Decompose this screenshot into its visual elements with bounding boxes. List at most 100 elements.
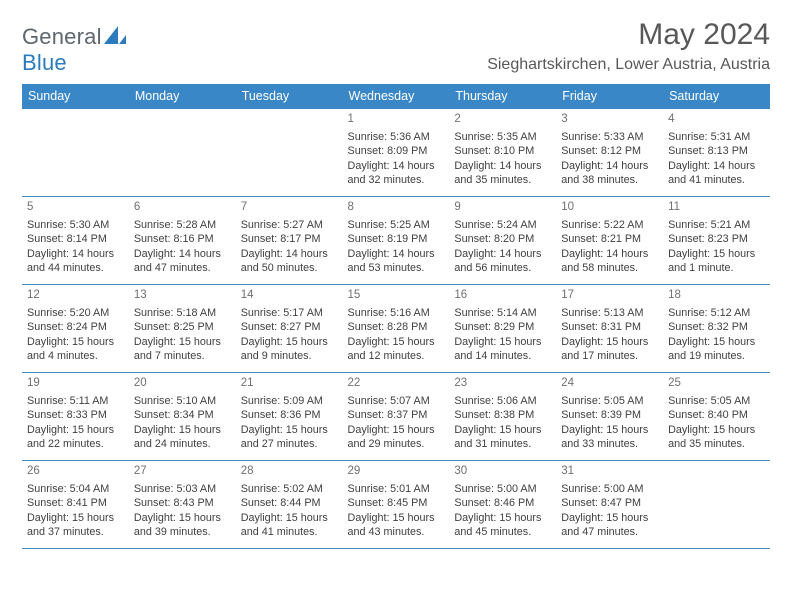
day-number: 24 [561, 376, 658, 392]
calendar-day-cell: 5Sunrise: 5:30 AMSunset: 8:14 PMDaylight… [22, 197, 129, 285]
calendar-day-cell: 2Sunrise: 5:35 AMSunset: 8:10 PMDaylight… [449, 109, 556, 197]
header: General Blue May 2024 Sieghartskirchen, … [22, 18, 770, 76]
daylight-text: Daylight: 14 hours and 47 minutes. [134, 247, 231, 276]
day-number: 17 [561, 288, 658, 304]
sunrise-text: Sunrise: 5:06 AM [454, 394, 551, 409]
daylight-text: Daylight: 15 hours and 14 minutes. [454, 335, 551, 364]
sunrise-text: Sunrise: 5:09 AM [241, 394, 338, 409]
calendar-day-cell: 9Sunrise: 5:24 AMSunset: 8:20 PMDaylight… [449, 197, 556, 285]
brand-text: General Blue [22, 24, 126, 76]
daylight-text: Daylight: 15 hours and 29 minutes. [348, 423, 445, 452]
day-number: 18 [668, 288, 765, 304]
day-number: 13 [134, 288, 231, 304]
brand-word2: Blue [22, 50, 67, 75]
calendar-week-row: 1Sunrise: 5:36 AMSunset: 8:09 PMDaylight… [22, 109, 770, 197]
sunrise-text: Sunrise: 5:28 AM [134, 218, 231, 233]
sunrise-text: Sunrise: 5:14 AM [454, 306, 551, 321]
day-number: 9 [454, 200, 551, 216]
calendar-header-row: SundayMondayTuesdayWednesdayThursdayFrid… [22, 84, 770, 109]
calendar-day-cell: 13Sunrise: 5:18 AMSunset: 8:25 PMDayligh… [129, 285, 236, 373]
daylight-text: Daylight: 14 hours and 44 minutes. [27, 247, 124, 276]
brand-word1: General [22, 24, 102, 49]
day-number: 5 [27, 200, 124, 216]
calendar-day-cell: 23Sunrise: 5:06 AMSunset: 8:38 PMDayligh… [449, 373, 556, 461]
sunrise-text: Sunrise: 5:05 AM [561, 394, 658, 409]
day-number: 11 [668, 200, 765, 216]
calendar-day-cell: 7Sunrise: 5:27 AMSunset: 8:17 PMDaylight… [236, 197, 343, 285]
sunset-text: Sunset: 8:20 PM [454, 232, 551, 247]
weekday-header: Tuesday [236, 84, 343, 109]
sunrise-text: Sunrise: 5:21 AM [668, 218, 765, 233]
calendar-day-cell: 11 Sunrise: 5:21 AMSunset: 8:23 PMDayligh… [663, 197, 770, 285]
calendar-day-cell: 15Sunrise: 5:16 AMSunset: 8:28 PMDayligh… [343, 285, 450, 373]
weekday-header: Sunday [22, 84, 129, 109]
sunrise-text: Sunrise: 5:17 AM [241, 306, 338, 321]
weekday-header: Friday [556, 84, 663, 109]
sunset-text: Sunset: 8:33 PM [27, 408, 124, 423]
sunrise-text: Sunrise: 5:00 AM [561, 482, 658, 497]
day-number: 3 [561, 112, 658, 128]
daylight-text: Daylight: 15 hours and 19 minutes. [668, 335, 765, 364]
sunrise-text: Sunrise: 5:07 AM [348, 394, 445, 409]
daylight-text: Daylight: 15 hours and 27 minutes. [241, 423, 338, 452]
sunset-text: Sunset: 8:13 PM [668, 144, 765, 159]
sunset-text: Sunset: 8:16 PM [134, 232, 231, 247]
daylight-text: Daylight: 15 hours and 35 minutes. [668, 423, 765, 452]
calendar-day-cell: 19Sunrise: 5:11 AMSunset: 8:33 PMDayligh… [22, 373, 129, 461]
sunset-text: Sunset: 8:09 PM [348, 144, 445, 159]
sunrise-text: Sunrise: 5:35 AM [454, 130, 551, 145]
day-number: 2 [454, 112, 551, 128]
daylight-text: Daylight: 14 hours and 38 minutes. [561, 159, 658, 188]
sunrise-text: Sunrise: 5:22 AM [561, 218, 658, 233]
calendar-day-cell: 1Sunrise: 5:36 AMSunset: 8:09 PMDaylight… [343, 109, 450, 197]
daylight-text: Daylight: 15 hours and 1 minute. [668, 247, 765, 276]
daylight-text: Daylight: 15 hours and 17 minutes. [561, 335, 658, 364]
sunset-text: Sunset: 8:40 PM [668, 408, 765, 423]
day-number: 14 [241, 288, 338, 304]
day-number: 22 [348, 376, 445, 392]
calendar-day-cell: 30Sunrise: 5:00 AMSunset: 8:46 PMDayligh… [449, 461, 556, 549]
sunrise-text: Sunrise: 5:10 AM [134, 394, 231, 409]
day-number: 26 [27, 464, 124, 480]
calendar-day-cell: 17Sunrise: 5:13 AMSunset: 8:31 PMDayligh… [556, 285, 663, 373]
sunset-text: Sunset: 8:24 PM [27, 320, 124, 335]
weekday-header: Thursday [449, 84, 556, 109]
day-number: 25 [668, 376, 765, 392]
daylight-text: Daylight: 15 hours and 9 minutes. [241, 335, 338, 364]
day-number: 15 [348, 288, 445, 304]
sunrise-text: Sunrise: 5:20 AM [27, 306, 124, 321]
sunset-text: Sunset: 8:39 PM [561, 408, 658, 423]
daylight-text: Daylight: 14 hours and 35 minutes. [454, 159, 551, 188]
calendar-week-row: 5Sunrise: 5:30 AMSunset: 8:14 PMDaylight… [22, 197, 770, 285]
sunrise-text: Sunrise: 5:01 AM [348, 482, 445, 497]
location: Sieghartskirchen, Lower Austria, Austria [487, 56, 770, 74]
calendar-week-row: 12 Sunrise: 5:20 AMSunset: 8:24 PM Dayligh… [22, 285, 770, 373]
day-number: 12 [27, 288, 124, 304]
daylight-text: Daylight: 15 hours and 7 minutes. [134, 335, 231, 364]
sunrise-text: Sunrise: 5:36 AM [348, 130, 445, 145]
calendar-day-cell: 26Sunrise: 5:04 AMSunset: 8:41 PMDayligh… [22, 461, 129, 549]
sunset-text: Sunset: 8:47 PM [561, 496, 658, 511]
sunrise-text: Sunrise: 5:04 AM [27, 482, 124, 497]
daylight-text: Daylight: 15 hours and 33 minutes. [561, 423, 658, 452]
daylight-text: Daylight: 14 hours and 50 minutes. [241, 247, 338, 276]
title-block: May 2024 Sieghartskirchen, Lower Austria… [487, 18, 770, 74]
sunset-text: Sunset: 8:37 PM [348, 408, 445, 423]
daylight-text: Daylight: 15 hours and 45 minutes. [454, 511, 551, 540]
weekday-header: Saturday [663, 84, 770, 109]
sunrise-text: Sunrise: 5:33 AM [561, 130, 658, 145]
calendar-day-cell: 6Sunrise: 5:28 AMSunset: 8:16 PMDaylight… [129, 197, 236, 285]
day-number: 4 [668, 112, 765, 128]
sunrise-text: Sunrise: 5:02 AM [241, 482, 338, 497]
calendar-day-cell: 3Sunrise: 5:33 AMSunset: 8:12 PMDaylight… [556, 109, 663, 197]
sunset-text: Sunset: 8:23 PM [668, 232, 765, 247]
sunset-text: Sunset: 8:19 PM [348, 232, 445, 247]
day-number: 16 [454, 288, 551, 304]
day-number: 10 [561, 200, 658, 216]
calendar-week-row: 26Sunrise: 5:04 AMSunset: 8:41 PMDayligh… [22, 461, 770, 549]
day-number: 31 [561, 464, 658, 480]
calendar-week-row: 19Sunrise: 5:11 AMSunset: 8:33 PMDayligh… [22, 373, 770, 461]
sunset-text: Sunset: 8:44 PM [241, 496, 338, 511]
calendar-empty-cell [236, 109, 343, 197]
calendar-day-cell: 4Sunrise: 5:31 AMSunset: 8:13 PMDaylight… [663, 109, 770, 197]
